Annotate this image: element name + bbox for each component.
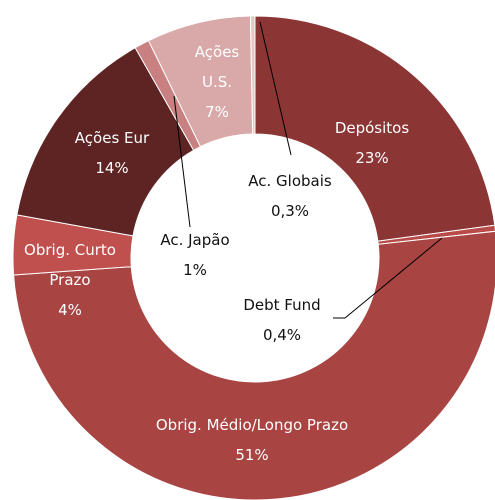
donut-segment <box>16 47 195 237</box>
value-label: 23% <box>355 149 389 167</box>
value-label: 51% <box>235 446 269 464</box>
category-label: Ações Eur <box>74 129 150 147</box>
segment-label: Obrig. Médio/Longo Prazo 51% <box>152 410 352 470</box>
category-label: Ac. Globais <box>248 172 332 190</box>
category-label: Depósitos <box>334 119 410 137</box>
donut-segment <box>13 230 495 500</box>
leader-line <box>173 95 191 228</box>
value-label: 14% <box>95 159 129 177</box>
category-label: Debt Fund <box>243 296 321 314</box>
segment-label: Ações U.S. 7% <box>187 37 247 127</box>
segment-label: Depósitos 23% <box>312 113 432 173</box>
segment-label: Ações Eur 14% <box>57 123 167 183</box>
donut-segment <box>254 15 495 242</box>
leader-line <box>259 21 292 156</box>
segments <box>12 15 495 500</box>
donut-segment <box>249 15 256 135</box>
category-label: Ac. Japão <box>160 231 230 249</box>
segment-label: Ac. Globais 0,3% <box>235 166 345 226</box>
category-label: Ações U.S. <box>194 43 240 91</box>
category-label: Obrig. Curto Prazo <box>24 241 116 289</box>
leader-line <box>333 237 443 319</box>
category-label: Obrig. Médio/Longo Prazo <box>155 416 349 434</box>
leader-lines <box>173 21 443 319</box>
value-label: 4% <box>58 301 82 319</box>
value-label: 0,3% <box>270 202 310 220</box>
value-label: 1% <box>183 261 207 279</box>
segment-label: Ac. Japão 1% <box>145 225 245 285</box>
segment-label: Debt Fund 0,4% <box>227 290 337 350</box>
value-label: 7% <box>205 103 229 121</box>
segment-label: Obrig. Curto Prazo 4% <box>10 235 130 325</box>
value-label: 0,4% <box>262 326 302 344</box>
